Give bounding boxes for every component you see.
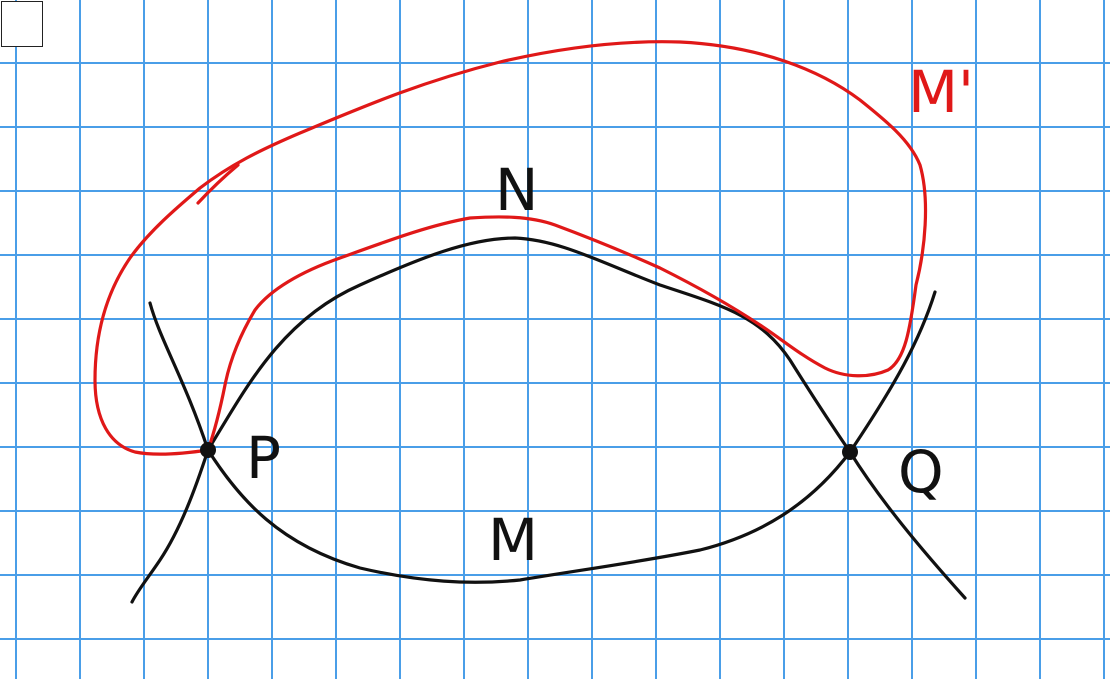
corner-box [1, 1, 43, 47]
label-n: N [495, 156, 538, 224]
curve-m [206, 448, 852, 584]
point-p [200, 442, 216, 458]
line-through-q-upper [848, 290, 937, 454]
line-through-q-lower [848, 450, 967, 600]
line-through-p-lower [130, 448, 210, 604]
line-through-p-upper [148, 301, 210, 452]
label-m: M [488, 506, 538, 574]
label-q: Q [898, 438, 944, 506]
label-m-prime: M' [908, 58, 974, 126]
label-p: P [246, 424, 281, 492]
curve-n [206, 236, 852, 454]
point-q [842, 444, 858, 460]
curve-m-prime [93, 40, 928, 456]
curve-m-prime-tick [196, 163, 240, 205]
